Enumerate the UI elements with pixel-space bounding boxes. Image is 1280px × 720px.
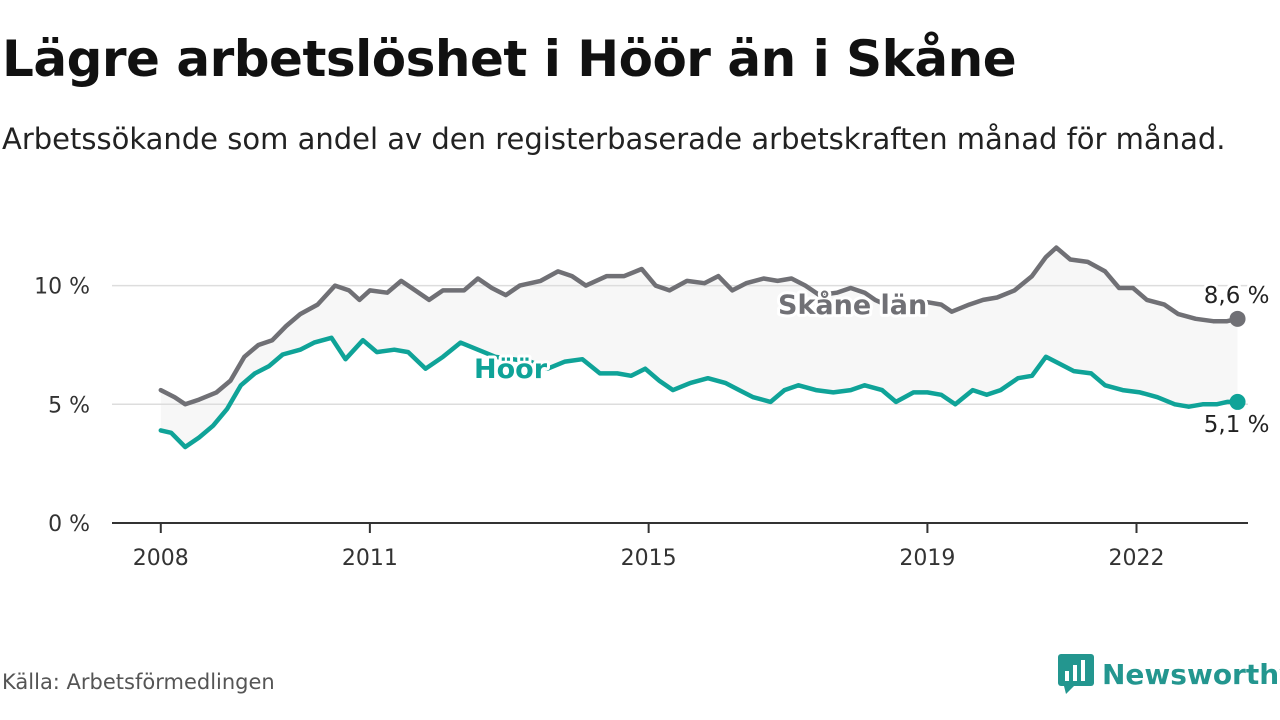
x-tick-label: 2022 [1108,546,1164,571]
range-band [160,247,1238,447]
range-band-layer [160,247,1238,447]
chart-title: Lägre arbetslöshet i Höör än i Skåne [2,30,1017,88]
y-tick-label: 5 % [48,393,90,418]
x-tick-label: 2019 [899,546,955,571]
y-tick-label: 0 % [48,512,90,537]
y-tick-label: 10 % [34,275,90,300]
x-tick-label: 2015 [621,546,677,571]
series-line-skane [158,245,1240,407]
series-label-hoor: Höör [474,354,548,385]
series-end-marker [1229,393,1246,410]
series-line-hoor [158,335,1240,450]
brand-name: Newsworthy [1102,657,1280,691]
series-label-skane: Skåne län [778,289,927,321]
series-layer [158,245,1246,450]
brand-logo: Newsworthy [1058,652,1280,696]
label-layer: Skåne län Höör 8,6 % 5,1 % [471,280,1273,441]
source-note: Källa: Arbetsförmedlingen [2,670,275,694]
newsworthy-logo-icon [1058,654,1094,694]
series-end-marker [1229,310,1246,327]
x-tick-label: 2011 [342,546,398,571]
end-value-label-hoor: 5,1 % [1204,412,1270,438]
axis-layer: 0 % 5 % 10 % 2008 2011 2015 2019 2022 [34,275,1248,571]
chart-subtitle: Arbetssökande som andel av den registerb… [2,122,1226,156]
end-value-label-skane: 8,6 % [1204,283,1270,309]
x-tick-label: 2008 [133,546,189,571]
